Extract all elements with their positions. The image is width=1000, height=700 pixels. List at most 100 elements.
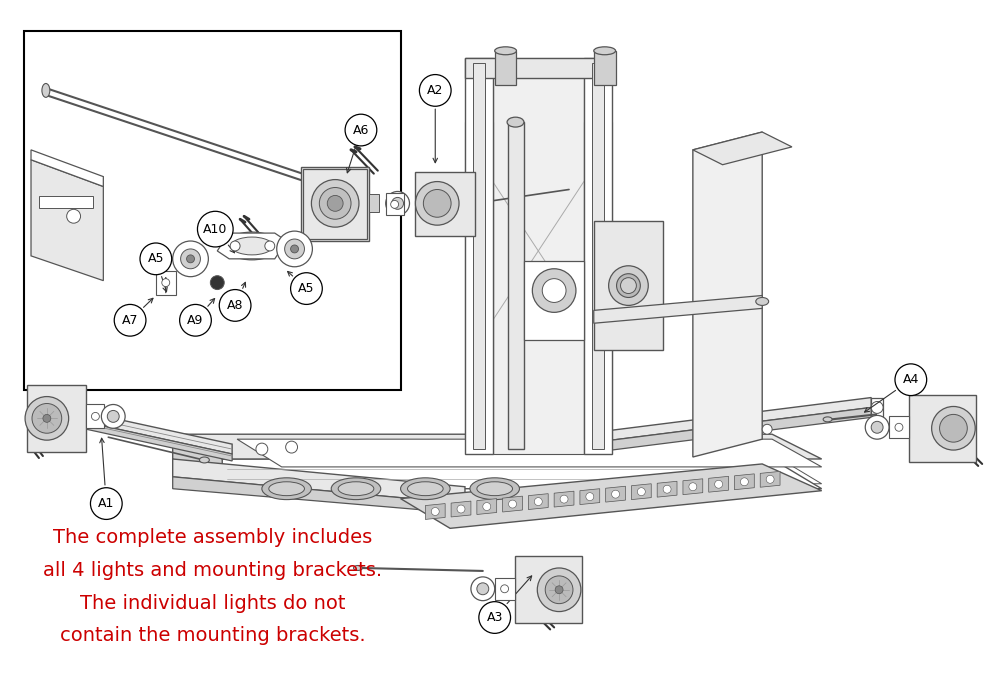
Polygon shape (657, 482, 677, 497)
Circle shape (162, 279, 170, 286)
Polygon shape (31, 150, 103, 186)
Ellipse shape (507, 117, 524, 127)
Circle shape (285, 239, 304, 259)
Circle shape (286, 441, 298, 453)
Circle shape (477, 583, 489, 595)
Circle shape (423, 190, 451, 217)
Ellipse shape (470, 478, 519, 500)
Polygon shape (760, 471, 780, 487)
Polygon shape (173, 459, 465, 503)
Circle shape (612, 490, 620, 498)
Polygon shape (64, 407, 232, 454)
Circle shape (621, 278, 636, 293)
Ellipse shape (262, 478, 311, 500)
Text: A3: A3 (487, 611, 503, 624)
Polygon shape (465, 122, 493, 439)
Circle shape (501, 584, 509, 593)
Circle shape (63, 410, 75, 421)
Text: A7: A7 (122, 314, 138, 327)
Polygon shape (401, 464, 822, 528)
Circle shape (509, 500, 516, 508)
Polygon shape (465, 57, 493, 454)
Ellipse shape (331, 478, 381, 500)
Circle shape (483, 503, 491, 510)
Circle shape (871, 421, 883, 433)
Bar (369, 195, 379, 212)
Circle shape (871, 402, 883, 414)
Polygon shape (871, 398, 883, 417)
Circle shape (114, 304, 146, 336)
Text: The complete assembly includes: The complete assembly includes (53, 528, 372, 547)
Polygon shape (604, 398, 871, 441)
Ellipse shape (609, 266, 648, 305)
Bar (39, 197, 93, 209)
Circle shape (319, 188, 351, 219)
Polygon shape (451, 501, 471, 517)
Circle shape (555, 586, 563, 594)
Circle shape (940, 414, 967, 442)
Circle shape (586, 493, 594, 500)
Polygon shape (473, 63, 485, 449)
Text: The individual lights do not: The individual lights do not (80, 594, 345, 612)
Polygon shape (31, 160, 103, 281)
Text: all 4 lights and mounting brackets.: all 4 lights and mounting brackets. (43, 561, 382, 580)
Circle shape (689, 483, 697, 491)
Polygon shape (604, 407, 871, 451)
Circle shape (895, 424, 903, 431)
Polygon shape (683, 479, 703, 495)
Ellipse shape (225, 232, 279, 260)
Circle shape (345, 114, 377, 146)
Polygon shape (64, 407, 74, 424)
Polygon shape (237, 439, 822, 467)
Circle shape (32, 403, 62, 433)
Circle shape (479, 602, 511, 634)
Polygon shape (584, 57, 612, 454)
Ellipse shape (756, 298, 769, 305)
Polygon shape (183, 454, 822, 484)
Ellipse shape (401, 478, 450, 500)
Circle shape (291, 273, 322, 304)
Circle shape (67, 209, 81, 223)
Circle shape (327, 195, 343, 211)
Ellipse shape (199, 457, 209, 463)
Polygon shape (594, 295, 762, 323)
Polygon shape (465, 57, 612, 78)
Ellipse shape (594, 47, 616, 55)
Circle shape (431, 508, 439, 515)
Text: A5: A5 (298, 282, 315, 295)
Circle shape (90, 488, 122, 519)
Polygon shape (592, 63, 604, 449)
Circle shape (210, 276, 224, 290)
Circle shape (895, 364, 927, 395)
Polygon shape (693, 132, 792, 164)
Text: A5: A5 (148, 252, 164, 265)
Circle shape (311, 180, 359, 227)
Circle shape (101, 405, 125, 428)
Circle shape (43, 414, 51, 422)
Bar (86, 405, 104, 428)
Polygon shape (594, 221, 663, 350)
Text: A1: A1 (98, 497, 114, 510)
Polygon shape (631, 484, 651, 500)
Circle shape (415, 181, 459, 225)
Polygon shape (493, 57, 584, 454)
Polygon shape (425, 503, 445, 519)
Polygon shape (709, 476, 729, 492)
Circle shape (865, 415, 889, 439)
Circle shape (392, 197, 404, 209)
Circle shape (197, 211, 233, 247)
Text: A9: A9 (187, 314, 204, 327)
Ellipse shape (408, 482, 443, 496)
Ellipse shape (365, 195, 373, 204)
Bar (495, 51, 516, 85)
Circle shape (766, 475, 774, 483)
Circle shape (471, 577, 495, 601)
Circle shape (180, 304, 211, 336)
Circle shape (140, 243, 172, 274)
Circle shape (391, 200, 399, 209)
Text: A8: A8 (227, 299, 243, 312)
Polygon shape (528, 494, 548, 510)
Polygon shape (173, 434, 222, 489)
Circle shape (265, 241, 275, 251)
Bar (889, 416, 909, 438)
